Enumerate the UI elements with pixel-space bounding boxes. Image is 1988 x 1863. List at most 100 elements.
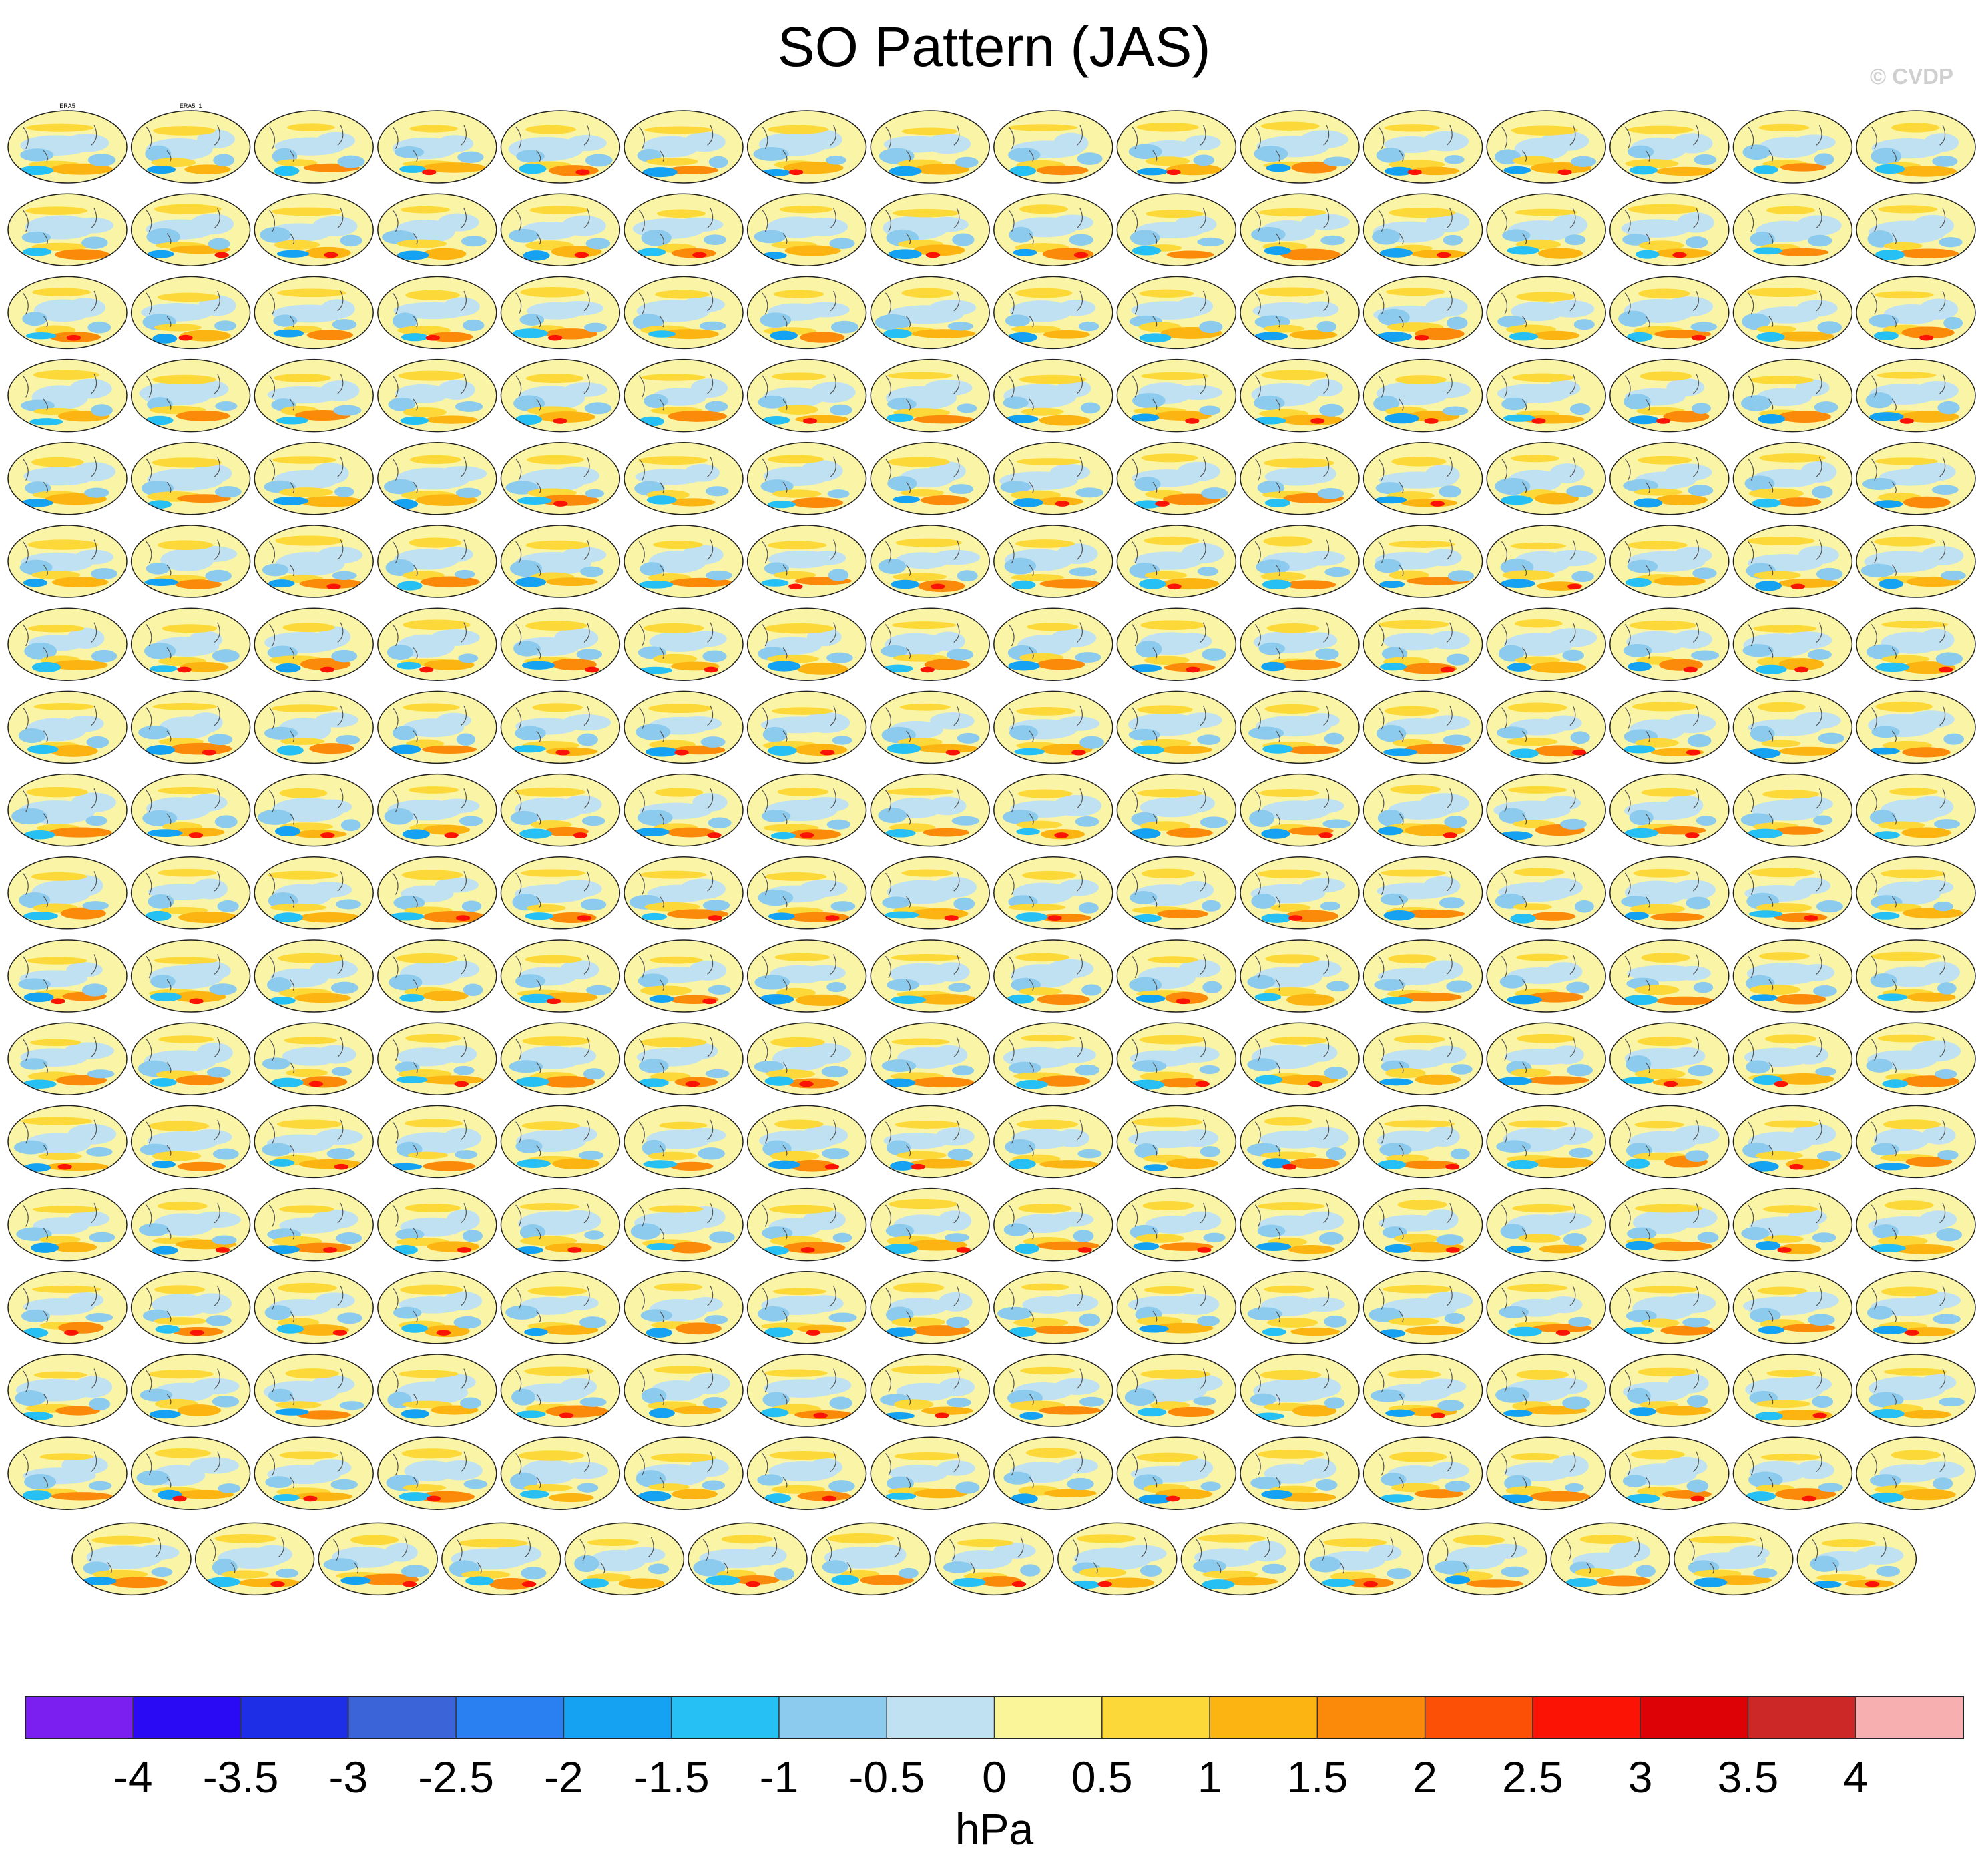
map-panel <box>1240 525 1360 598</box>
colorbar-unit-label: hPa <box>955 1804 1034 1854</box>
map-panel <box>377 358 497 433</box>
map-panel <box>1609 856 1730 930</box>
map-panel <box>1609 1105 1730 1179</box>
map-panel <box>746 1105 867 1179</box>
map-panel <box>746 1354 867 1427</box>
map-panel <box>1732 1187 1853 1262</box>
map-panel <box>746 1436 867 1510</box>
map-panel <box>870 110 990 184</box>
map-panel <box>441 1522 561 1596</box>
map-panel <box>130 690 251 764</box>
map-panel <box>1240 607 1360 681</box>
map-panel <box>1856 1436 1976 1510</box>
map-panel <box>993 193 1113 266</box>
map-panel <box>130 1436 251 1510</box>
map-panel <box>1550 1522 1670 1596</box>
map-panel <box>254 1271 374 1344</box>
map-panel <box>500 525 621 598</box>
map-panel <box>130 1271 251 1344</box>
map-panel <box>1486 607 1606 681</box>
map-panel <box>746 193 867 266</box>
map-panel <box>624 358 744 433</box>
map-panel <box>1116 773 1237 847</box>
map-panel <box>1116 690 1237 764</box>
map-panel <box>1362 110 1483 184</box>
map-panel <box>1856 110 1976 184</box>
map-panel <box>1486 1022 1606 1095</box>
map-panel <box>624 193 744 266</box>
map-panel <box>130 1105 251 1179</box>
map-panel <box>993 773 1113 847</box>
map-panel <box>1486 358 1606 433</box>
colorbar-segment <box>1855 1697 1964 1738</box>
map-panel <box>1116 1187 1237 1262</box>
colorbar-segment <box>133 1697 242 1738</box>
panel-title: ERA5_1 <box>180 103 202 109</box>
map-panel <box>130 856 251 930</box>
map-panel <box>870 1022 990 1095</box>
map-panel <box>870 1436 990 1510</box>
map-panel <box>993 939 1113 1013</box>
map-panel <box>624 1271 744 1344</box>
map-panel <box>130 276 251 350</box>
map-panel <box>1362 442 1483 515</box>
map-panel <box>7 607 128 681</box>
map-panel <box>1362 1187 1483 1262</box>
map-panel <box>254 1187 374 1262</box>
map-panel <box>500 1022 621 1095</box>
colorbar-tick-label: 4 <box>1843 1752 1868 1802</box>
map-panel <box>1486 1187 1606 1262</box>
map-panel <box>1732 1354 1853 1427</box>
map-panel <box>1116 358 1237 433</box>
map-panel <box>500 442 621 515</box>
map-panel <box>746 607 867 681</box>
map-panel <box>1362 193 1483 266</box>
map-panel <box>1856 276 1976 350</box>
map-panel <box>254 525 374 598</box>
map-panel <box>1732 773 1853 847</box>
map-panel <box>1732 856 1853 930</box>
map-panel <box>7 442 128 515</box>
map-panel <box>130 358 251 433</box>
map-panel <box>746 358 867 433</box>
map-panel <box>254 442 374 515</box>
map-panel <box>500 607 621 681</box>
map-panel <box>7 110 128 184</box>
map-panel <box>1486 773 1606 847</box>
map-panel <box>500 856 621 930</box>
map-panel <box>1427 1522 1547 1596</box>
map-panel <box>1116 276 1237 350</box>
colorbar-segment <box>240 1697 349 1738</box>
colorbar-segment <box>456 1697 564 1738</box>
map-panel <box>500 1187 621 1262</box>
map-panel <box>1856 442 1976 515</box>
colorbar-tick-label: 3 <box>1628 1752 1653 1802</box>
map-panel <box>1240 442 1360 515</box>
map-panel <box>1240 1187 1360 1262</box>
map-panel <box>1116 442 1237 515</box>
map-panel <box>500 690 621 764</box>
map-panel <box>1116 607 1237 681</box>
map-panel <box>377 1354 497 1427</box>
map-panel <box>1240 690 1360 764</box>
map-panel <box>870 773 990 847</box>
map-panel <box>1609 276 1730 350</box>
map-panel <box>1856 1271 1976 1344</box>
map-panel <box>1732 193 1853 266</box>
map-panel <box>7 1105 128 1179</box>
map-panel <box>1856 1354 1976 1427</box>
map-panel <box>1856 1187 1976 1262</box>
colorbar-segment <box>1425 1697 1533 1738</box>
map-panel <box>1116 193 1237 266</box>
map-panel <box>624 1436 744 1510</box>
map-panel <box>1609 1436 1730 1510</box>
colorbar-segment <box>1210 1697 1318 1738</box>
map-panel <box>870 607 990 681</box>
map-panel <box>870 276 990 350</box>
map-panel <box>500 1436 621 1510</box>
map-panel <box>377 1187 497 1262</box>
map-panel <box>870 939 990 1013</box>
map-panel <box>500 193 621 266</box>
map-panel <box>1486 110 1606 184</box>
